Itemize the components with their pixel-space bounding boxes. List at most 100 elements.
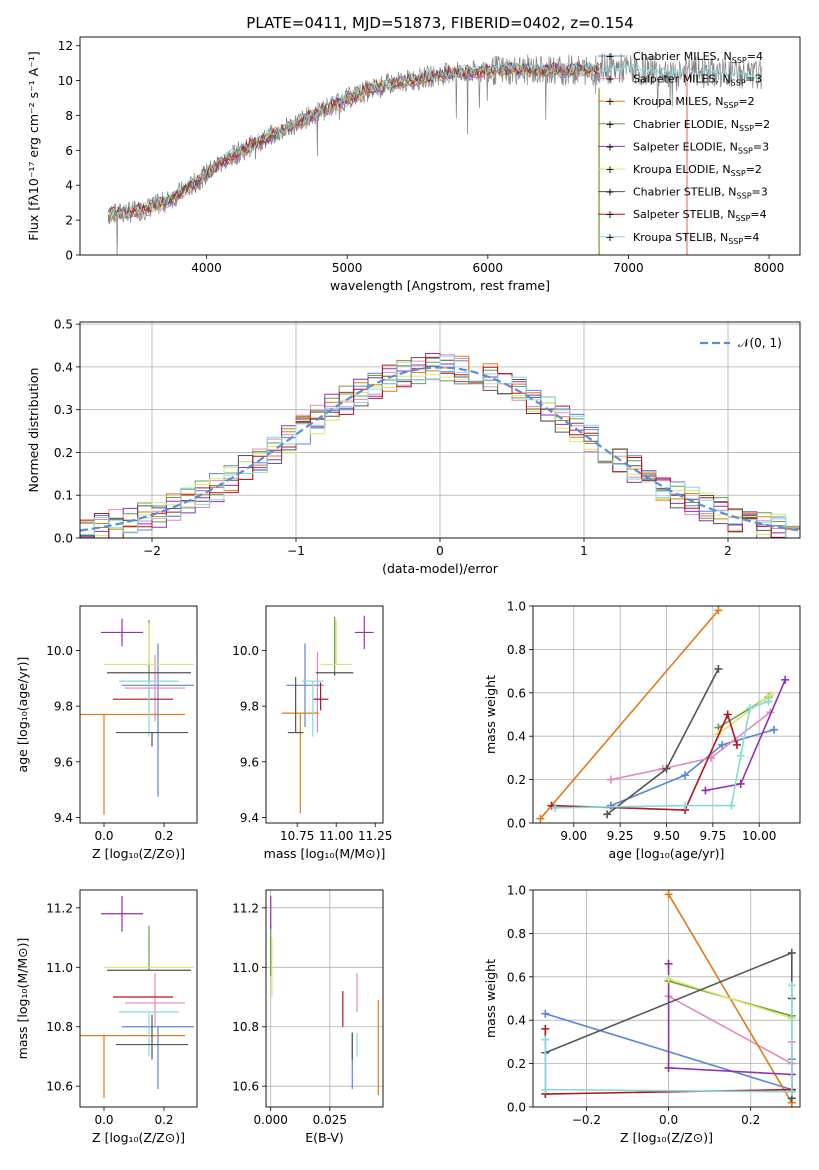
weight-marker — [664, 1063, 673, 1072]
weight-marker — [766, 690, 775, 699]
x-tick-label: 2 — [724, 544, 732, 558]
panel-ebv-vs-mass: 0.000 0.025 10.6 10.8 11.0 11.2 E(B-V) — [232, 889, 384, 1145]
legend-entry-label: Chabrier MILES, NSSP=4 — [633, 50, 763, 65]
x-tick-label: −2 — [143, 544, 161, 558]
figure-title: PLATE=0411, MJD=51873, FIBERID=0402, z=0… — [246, 14, 633, 32]
y-tick-label: 0 — [65, 249, 73, 263]
legend-entry-label: Kroupa MILES, NSSP=2 — [633, 95, 755, 110]
x-tick-label: 11.25 — [358, 829, 392, 843]
weight-marker — [781, 675, 790, 684]
errorbar-chabrier_miles — [122, 1026, 194, 1090]
legend-marker: + — [605, 73, 614, 86]
legend-marker: + — [605, 118, 614, 131]
x-axis-label: (data-model)/error — [382, 561, 499, 576]
y-tick-label: 0.4 — [507, 730, 526, 744]
x-tick-label: −1 — [287, 544, 305, 558]
legend-marker: + — [605, 95, 614, 108]
weight-marker — [541, 1085, 550, 1094]
weight-marker — [745, 703, 754, 712]
weight-line-kroupa_elodie — [717, 694, 771, 735]
weight-line-kroupa_miles — [539, 609, 720, 820]
errorbar-salpeter_elodie — [354, 615, 374, 650]
errorbar-kroupa_stelib — [119, 680, 179, 737]
x-tick-label: 9.75 — [699, 829, 726, 843]
y-tick-label: 0.2 — [507, 773, 526, 787]
y-tick-label: 0.5 — [54, 318, 73, 332]
y-tick-label: 0.6 — [507, 686, 526, 700]
x-tick-label: 0.2 — [154, 829, 173, 843]
x-tick-label: 0.025 — [313, 1113, 347, 1127]
plot-area — [281, 615, 374, 814]
axes-frame — [79, 321, 801, 539]
weight-marker — [718, 740, 727, 749]
plot-area — [107, 53, 763, 255]
legend-entry-label: Salpeter ELODIE, NSSP=3 — [633, 140, 769, 155]
panel-mass-vs-age: 10.75 11.00 11.25 9.4 9.6 9.8 10.0 mass [log₁₀(… — [232, 605, 392, 861]
x-tick-label: 8000 — [754, 261, 785, 275]
y-tick-label: 2 — [65, 214, 73, 228]
x-tick-label: 10.75 — [280, 829, 314, 843]
legend-marker: + — [605, 231, 614, 244]
weight-marker — [681, 771, 690, 780]
model-spectrum-salpeter_stelib — [107, 61, 600, 216]
legend-entry-label: Chabrier ELODIE, NSSP=2 — [633, 118, 770, 133]
y-tick-label: 1.0 — [507, 884, 526, 898]
legend-entry-label: Kroupa STELIB, NSSP=4 — [633, 231, 759, 246]
y-tick-label: 10.8 — [232, 1020, 259, 1034]
x-axis-label: wavelength [Angstrom, rest frame] — [330, 278, 550, 293]
y-tick-label: 6 — [65, 144, 73, 158]
weight-marker — [787, 1087, 796, 1096]
y-tick-label: 9.4 — [54, 811, 73, 825]
weight-marker — [664, 959, 673, 968]
x-tick-label: 1 — [580, 544, 588, 558]
x-tick-label: 4000 — [191, 261, 222, 275]
axes-frame — [265, 889, 384, 1108]
weight-line-salpeter_stelib — [551, 712, 738, 811]
axes-frame — [79, 36, 801, 256]
legend-marker: + — [605, 140, 614, 153]
x-tick-label: 6000 — [473, 261, 504, 275]
panel-residuals: −2 −1 0 1 2 0.0 0.1 0.2 0.3 0.4 0.5 (data-model)/er… — [26, 318, 801, 576]
y-tick-label: 0.2 — [507, 1057, 526, 1071]
model-spectrum-red-end — [599, 63, 763, 81]
errorbar-kroupa_stelib — [301, 680, 324, 737]
weight-marker — [551, 803, 560, 812]
x-tick-label: 10.00 — [742, 829, 776, 843]
x-tick-label: 9.50 — [653, 829, 680, 843]
x-tick-label: 0.000 — [254, 1113, 288, 1127]
weight-line-chabrier_stelib — [606, 668, 720, 815]
y-tick-label: 0.2 — [54, 446, 73, 460]
y-axis-label: Normed distribution — [26, 368, 41, 493]
legend-entry-label: 𝒩(0, 1) — [738, 336, 782, 350]
model-spectrum-salpeter_miles — [108, 64, 600, 223]
y-tick-label: 10.0 — [232, 644, 259, 658]
y-tick-label: 10.0 — [46, 644, 73, 658]
weight-marker — [662, 764, 671, 773]
y-tick-label: 9.8 — [54, 700, 73, 714]
y-tick-label: 10.6 — [46, 1080, 73, 1094]
weight-line-salpeter_miles — [610, 711, 771, 781]
y-axis-label: mass weight — [483, 959, 498, 1038]
y-tick-label: 1.0 — [507, 600, 526, 614]
legend-marker: + — [605, 186, 614, 199]
y-tick-label: 0.6 — [507, 970, 526, 984]
legend-marker: + — [605, 50, 614, 63]
y-tick-label: 11.2 — [232, 901, 259, 915]
x-tick-label: 9.25 — [607, 829, 634, 843]
y-axis-label: mass weight — [483, 675, 498, 754]
axes-frame — [532, 889, 801, 1108]
plot-area — [80, 618, 194, 815]
y-tick-label: 11.0 — [46, 961, 73, 975]
weight-marker — [603, 810, 612, 819]
x-tick-label: 5000 — [332, 261, 363, 275]
plot-area — [266, 890, 383, 1107]
weight-marker — [736, 751, 745, 760]
y-tick-label: 0.8 — [507, 643, 526, 657]
weight-line-kroupa_stelib — [544, 985, 793, 1093]
y-tick-label: 0.3 — [54, 403, 73, 417]
legend-entry-label: Kroupa ELODIE, NSSP=2 — [633, 163, 762, 178]
errorbar-salpeter_elodie — [101, 618, 143, 647]
y-tick-label: 9.4 — [240, 811, 259, 825]
x-tick-label: 9.00 — [560, 829, 587, 843]
